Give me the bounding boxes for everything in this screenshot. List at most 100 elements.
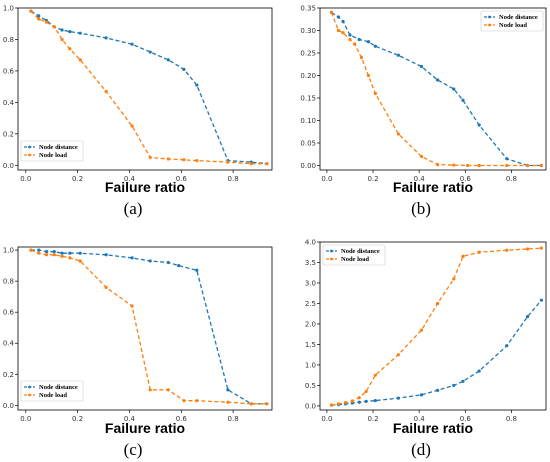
- legend-marker: [28, 393, 31, 397]
- x-tick-label: 0.2: [367, 175, 378, 183]
- data-point: [329, 10, 334, 15]
- data-point: [357, 37, 361, 42]
- y-tick-label: 0.2: [3, 371, 14, 379]
- data-point: [461, 379, 465, 383]
- data-point: [37, 248, 41, 252]
- data-point: [452, 277, 456, 281]
- series-line-node-load: [30, 10, 267, 165]
- legend-label: Node distance: [341, 248, 380, 255]
- data-point: [29, 9, 33, 13]
- x-tick-label: 0.4: [414, 415, 426, 423]
- y-tick-label: 0.30: [300, 27, 316, 35]
- y-tick-label: 0.6: [3, 67, 15, 75]
- data-point: [396, 132, 401, 136]
- data-point: [52, 253, 56, 257]
- legend-label: Node distance: [39, 384, 78, 391]
- legend-marker: [488, 15, 491, 19]
- data-point: [373, 398, 377, 403]
- data-point: [249, 162, 253, 166]
- legend-marker: [488, 23, 491, 27]
- y-tick-label: 0.15: [300, 95, 316, 103]
- data-point: [195, 399, 199, 403]
- data-point: [364, 399, 368, 403]
- data-point: [477, 163, 481, 168]
- data-point: [364, 389, 368, 394]
- y-tick-label: 0.8: [3, 278, 14, 286]
- plot-frame: [319, 7, 547, 171]
- data-point: [195, 83, 199, 87]
- data-point: [60, 37, 64, 42]
- data-point: [44, 250, 49, 254]
- y-tick-label: 3.0: [305, 279, 316, 287]
- y-tick-label: 0.2: [3, 130, 14, 138]
- y-tick-label: 1.5: [305, 341, 316, 349]
- x-tick-label: 0.2: [72, 175, 83, 183]
- y-tick-label: 0.0: [305, 402, 316, 410]
- legend-label: Node load: [499, 22, 527, 29]
- data-point: [396, 53, 401, 57]
- data-point: [336, 28, 341, 33]
- data-point: [357, 400, 361, 404]
- series-line-node-load: [30, 249, 267, 405]
- data-point: [60, 251, 64, 255]
- x-tick-label: 0.4: [414, 175, 426, 183]
- data-point: [373, 91, 377, 96]
- y-tick-label: 0.5: [305, 382, 316, 390]
- data-point: [505, 344, 509, 348]
- data-point: [452, 383, 456, 388]
- data-point: [477, 123, 481, 127]
- data-point: [37, 251, 41, 255]
- plot-frame: [17, 7, 273, 171]
- data-point: [226, 388, 230, 392]
- data-point: [419, 393, 424, 397]
- y-tick-label: 0.10: [300, 117, 316, 125]
- data-point: [436, 388, 440, 392]
- data-point: [341, 19, 345, 24]
- data-point: [60, 254, 64, 258]
- legend-box: [20, 140, 84, 162]
- series-line-node-load: [331, 247, 542, 406]
- data-point: [226, 160, 230, 164]
- data-point: [226, 400, 230, 404]
- x-tick-label: 0.6: [176, 415, 188, 423]
- data-point: [477, 369, 481, 373]
- data-point: [182, 67, 186, 71]
- data-point: [336, 402, 341, 406]
- chart-panel-b: 0.0 0.2 0.4 0.6 0.8 0.00 0.05 0.10 0.15 0.20 0.25 0…: [300, 5, 547, 218]
- data-point: [539, 246, 543, 250]
- data-point: [104, 89, 108, 93]
- y-tick-label: 0.0: [3, 402, 14, 410]
- chart-panel-c: 0.0 0.2 0.4 0.6 0.8 0.0 0.2 0.4 0.6 0.8 1.0 Node di…: [3, 246, 273, 459]
- series-line-node-distance: [331, 11, 542, 167]
- y-tick-label: 0.00: [300, 162, 316, 170]
- legend-marker: [330, 249, 333, 253]
- data-point: [505, 157, 509, 161]
- plot-frame: [17, 246, 273, 411]
- x-tick-label: 0.8: [506, 175, 517, 183]
- data-point: [419, 64, 424, 69]
- data-point: [452, 87, 456, 91]
- series-line-node-distance: [31, 249, 267, 405]
- data-point: [436, 163, 440, 167]
- data-point: [148, 155, 152, 160]
- data-point: [350, 399, 354, 403]
- data-point: [130, 124, 134, 128]
- legend-marker: [28, 153, 31, 157]
- y-tick-label: 2.0: [305, 320, 316, 328]
- data-point: [60, 28, 64, 32]
- x-tick-label: 0.4: [124, 415, 136, 423]
- y-tick-label: 1.0: [3, 247, 14, 255]
- data-point: [343, 401, 347, 405]
- legend-marker: [28, 145, 31, 149]
- data-point: [68, 29, 72, 34]
- data-point: [265, 162, 269, 166]
- data-point: [348, 37, 352, 42]
- data-point: [68, 256, 72, 260]
- data-point: [166, 157, 170, 161]
- data-point: [182, 399, 186, 403]
- data-point: [477, 250, 481, 254]
- data-point: [148, 50, 152, 54]
